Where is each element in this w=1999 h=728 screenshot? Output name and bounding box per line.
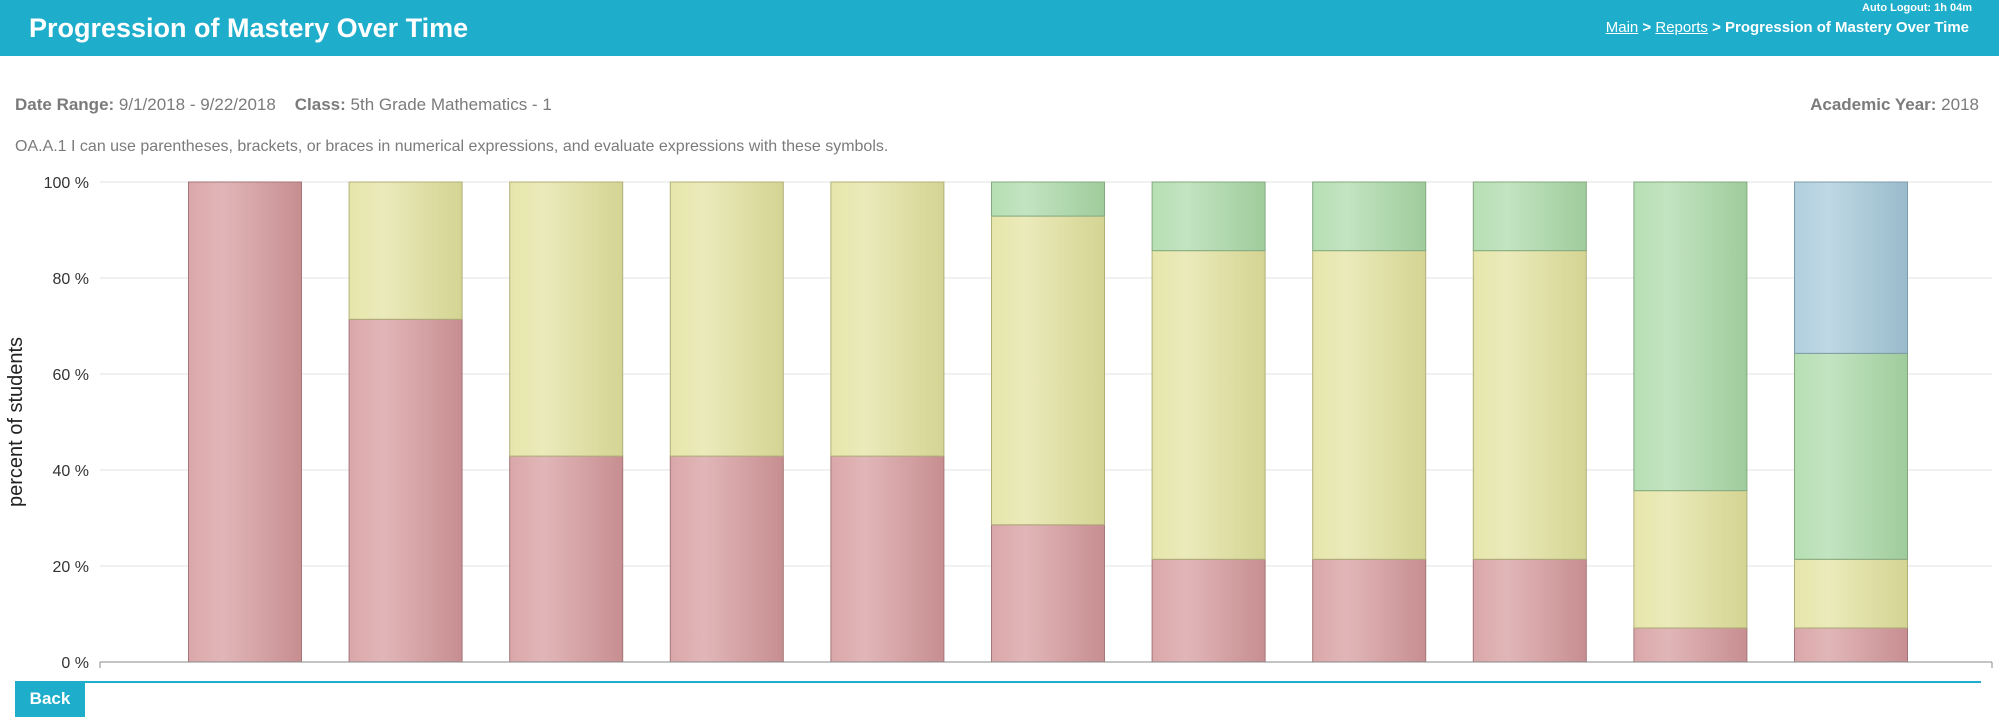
- bar-segment: [1472, 181, 1587, 252]
- standard-description: OA.A.1 I can use parentheses, brackets, …: [15, 138, 889, 155]
- y-tick-label: 80 %: [53, 271, 89, 288]
- y-tick-label: 40 %: [53, 463, 89, 480]
- bar-segment: [1151, 250, 1266, 560]
- bar-segment: [1633, 627, 1748, 663]
- header-bar: Progression of Mastery Over Time Auto Lo…: [0, 0, 1999, 56]
- bar-segment: [830, 455, 945, 663]
- class-value: 5th Grade Mathematics - 1: [350, 95, 552, 114]
- breadcrumb: Main > Reports > Progression of Mastery …: [1606, 19, 1969, 36]
- date-range-value: 9/1/2018 - 9/22/2018: [118, 95, 276, 114]
- bar-segment: [1472, 558, 1587, 663]
- bar-segment: [991, 524, 1105, 663]
- academic-year: Academic Year: 2018: [1810, 95, 1979, 115]
- breadcrumb-current: Progression of Mastery Over Time: [1725, 19, 1969, 36]
- bar-segment: [1794, 352, 1908, 560]
- breadcrumb-main-link[interactable]: Main: [1605, 19, 1639, 36]
- report-filters: Date Range: 9/1/2018 - 9/22/2018 Class: …: [15, 95, 552, 115]
- breadcrumb-separator: >: [1638, 19, 1656, 36]
- breadcrumb-separator: >: [1707, 19, 1726, 36]
- divider: [85, 681, 1981, 683]
- bar-segment: [1151, 181, 1266, 252]
- back-button[interactable]: Back: [15, 681, 85, 717]
- bar-segment: [1633, 181, 1748, 492]
- y-axis-label: percent of students: [5, 337, 27, 507]
- bar-segment: [1312, 250, 1427, 560]
- bar-segment: [348, 181, 463, 320]
- academic-year-label: Academic Year:: [1810, 95, 1937, 114]
- y-tick-label: 100 %: [44, 175, 89, 192]
- bar-segment: [669, 455, 784, 663]
- auto-logout-timer: Auto Logout: 1h 04m: [1862, 2, 1972, 14]
- academic-year-value: 2018: [1941, 95, 1979, 114]
- date-range-label: Date Range:: [15, 95, 115, 114]
- bar-segment: [188, 181, 302, 663]
- y-tick-label: 60 %: [53, 367, 89, 384]
- bar-segment: [1312, 181, 1427, 252]
- bar-segment: [1151, 558, 1266, 663]
- bar-segment: [1794, 627, 1908, 663]
- bar-segment: [1472, 250, 1587, 560]
- page-title: Progression of Mastery Over Time: [29, 13, 469, 43]
- bar-segment: [991, 215, 1105, 526]
- bar-segment: [1794, 181, 1908, 354]
- class-label: Class:: [294, 95, 346, 114]
- bar-segment: [348, 318, 463, 663]
- bar-segment: [991, 181, 1105, 217]
- bar-segment: [830, 181, 945, 457]
- y-tick-label: 0 %: [61, 655, 89, 670]
- bar-segment: [669, 181, 784, 457]
- y-tick-label: 20 %: [53, 559, 89, 576]
- bar-segment: [1633, 490, 1748, 629]
- bar-segment: [509, 455, 624, 663]
- breadcrumb-reports-link[interactable]: Reports: [1655, 19, 1708, 36]
- bar-segment: [1794, 558, 1908, 629]
- bar-segment: [1312, 558, 1427, 663]
- stacked-bar-chart: 0 % 20 % 40 % 60 % 80 % 100 % percent of stude…: [5, 175, 1993, 670]
- bar-segment: [509, 181, 624, 457]
